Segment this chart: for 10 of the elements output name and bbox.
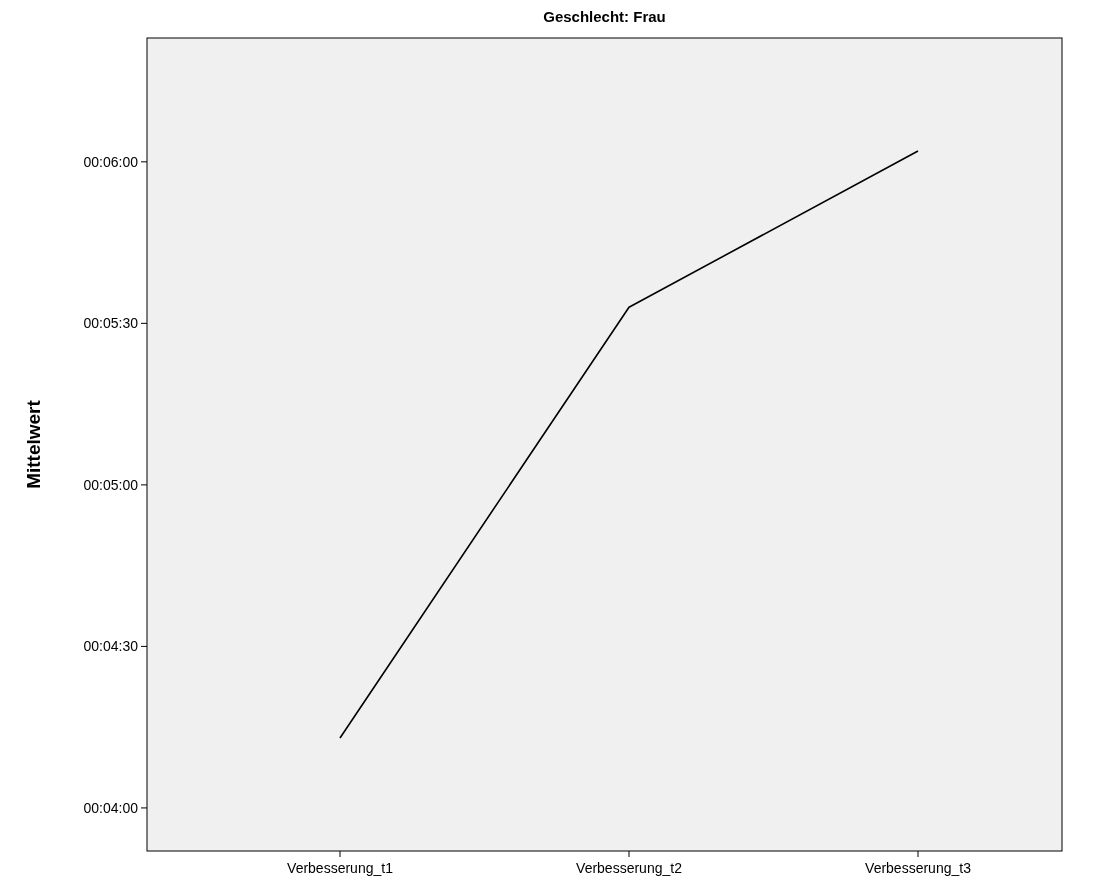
- x-tick-label: Verbesserung_t3: [865, 860, 972, 876]
- x-tick-label: Verbesserung_t1: [287, 860, 394, 876]
- y-tick-label: 00:05:00: [83, 476, 139, 493]
- y-axis-title: Mittelwert: [23, 399, 44, 489]
- chart-title: Geschlecht: Frau: [543, 8, 666, 25]
- y-tick-label: 00:04:30: [83, 638, 139, 655]
- x-tick-label: Verbesserung_t2: [576, 860, 683, 876]
- y-tick-label: 00:06:00: [83, 153, 139, 170]
- y-tick-label: 00:05:30: [83, 315, 139, 332]
- y-tick-label: 00:04:00: [83, 799, 139, 816]
